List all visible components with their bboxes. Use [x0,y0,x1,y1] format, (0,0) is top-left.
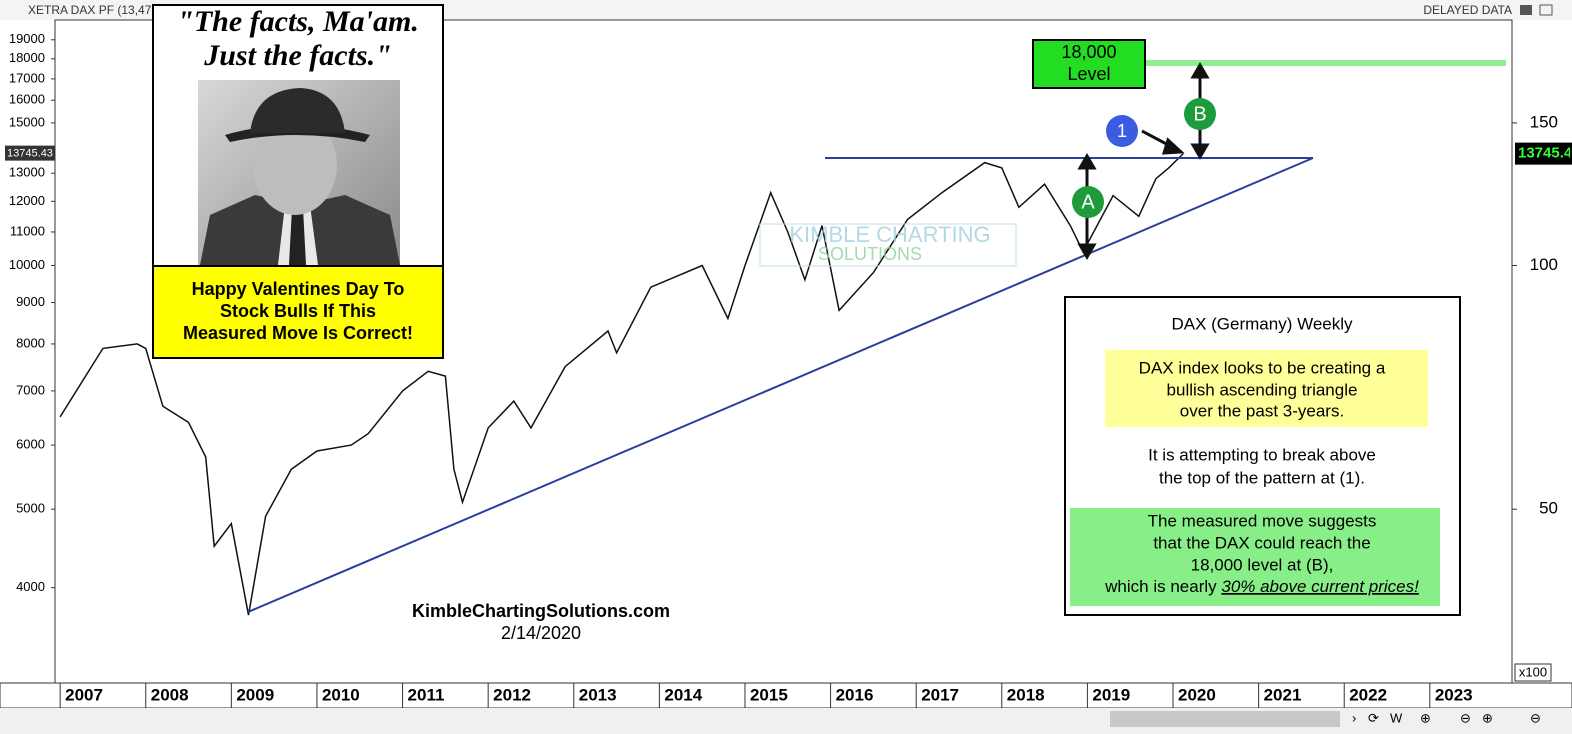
price-line [59,153,1184,616]
trend-line [247,157,1314,613]
x-tick-label: 2016 [836,685,874,704]
scroll-icon[interactable]: ⟳ [1368,710,1379,725]
valentine-text: Stock Bulls If This [220,301,376,321]
x-tick-label: 2023 [1435,685,1473,704]
info-text: which is nearly [1104,577,1221,596]
scale-box [1514,663,1552,682]
y-tick-label: 7000 [16,382,45,397]
x-tick-label: 2018 [1007,685,1045,704]
watermark-box [759,223,1017,267]
date: 2/14/2020 [501,623,581,643]
scroll-icon[interactable]: ⊖ [1460,710,1471,725]
scroll-icon[interactable]: ⊖ [1530,710,1541,725]
y-tick-label: 12000 [9,193,45,208]
watermark: KIMBLE CHARTING [789,222,990,247]
info-highlight [1070,508,1440,606]
y2-tick-label: 150 [1530,112,1558,131]
delayed-label: DELAYED DATA [1423,3,1512,17]
info-text: which is nearly 30% above current prices… [1104,577,1419,596]
photo-tie [289,208,306,265]
photo-face [253,115,337,215]
x-tick-label: 2011 [408,685,445,704]
y2-tick-label: 100 [1530,255,1558,274]
x-tick-label: 2013 [579,685,617,704]
price-tag-label: 13745.43 [1518,145,1572,162]
x-tick-label: 2017 [921,685,959,704]
info-emphasis: 30% above current prices! [1221,577,1419,596]
info-text: bullish ascending triangle [1167,380,1358,399]
x-tick-label: 2012 [493,685,531,704]
y-tick-label: 10000 [9,257,45,272]
y-tick-label: 8000 [16,335,45,350]
source: KimbleChartingSolutions.com [412,601,670,621]
x-tick-label: 2022 [1349,685,1387,704]
x-tick-label: 2015 [750,685,788,704]
arrow-head [1077,153,1097,260]
price-tag [1515,142,1572,165]
level-box [1032,39,1146,89]
x-tick-label: 2020 [1178,685,1216,704]
y-tick-label: 17000 [9,70,45,85]
marker-b [1184,98,1216,130]
scroll-icon[interactable]: W [1390,710,1403,725]
x-tick-label: 2007 [65,685,103,704]
scroll-thumb[interactable] [1110,711,1340,727]
scroll-icon[interactable]: ⊕ [1482,710,1493,725]
valentine-text: Measured Move Is Correct! [183,323,413,343]
quote-text: "The facts, Ma'am. [177,5,419,38]
x-tick-label: 2008 [151,685,189,704]
y2-tick-label: 50 [1539,499,1558,518]
instrument-label: XETRA DAX PF (13,476.0 [28,3,168,17]
info-text: over the past 3-years. [1180,401,1344,420]
scroll-icon[interactable]: ⊕ [1420,710,1431,725]
photo-hat [250,88,345,133]
valentine-box [152,265,444,359]
level-text: 18,000 [1061,42,1116,62]
y-tick-label: 4000 [16,579,45,594]
y-tick-label: 13000 [9,165,45,180]
y-tick-label: 11000 [10,223,45,238]
marker-label: 1 [1117,121,1127,141]
marker-label: B [1193,103,1206,125]
y-tick-label: 9000 [16,294,45,309]
arrow-head [1190,62,1210,160]
x-tick-label: 2019 [1092,685,1130,704]
y-tick-label: 15000 [9,114,45,129]
x-tick-label: 2021 [1264,685,1302,704]
price-tag [5,145,55,161]
watermark: SOLUTIONS [818,244,922,264]
y-tick-label: 5000 [16,501,45,516]
marker-1 [1106,115,1138,147]
arrow-head [1161,137,1185,155]
icon[interactable] [1520,5,1532,15]
x-tick-label: 2010 [322,685,360,704]
y-tick-label: 19000 [9,31,45,46]
y-tick-label: 6000 [16,437,45,452]
marker-a [1072,186,1104,218]
info-text: the top of the pattern at (1). [1159,468,1365,487]
photo [198,80,400,265]
x-tick-label: 2014 [664,685,702,704]
price-tag-label: 13745.43 [7,148,53,160]
quote-text: Just the facts." [203,39,392,72]
info-text: 18,000 level at (B), [1191,555,1334,574]
info-text: DAX index looks to be creating a [1139,358,1386,377]
y-tick-label: 16000 [9,92,45,107]
info-highlight [1105,350,1428,427]
scale-label: x100 [1519,664,1547,679]
info-title: DAX (Germany) Weekly [1171,314,1353,333]
info-text: The measured move suggests [1148,511,1377,530]
icon[interactable] [1539,4,1553,16]
x-tick-label: 2009 [236,685,274,704]
level-text: Level [1067,64,1110,84]
info-text: It is attempting to break above [1148,445,1376,464]
scroll-icon[interactable]: › [1352,710,1356,725]
marker-label: A [1081,191,1095,213]
y-tick-label: 18000 [9,50,45,65]
valentine-text: Happy Valentines Day To [192,279,405,299]
info-text: that the DAX could reach the [1153,533,1370,552]
